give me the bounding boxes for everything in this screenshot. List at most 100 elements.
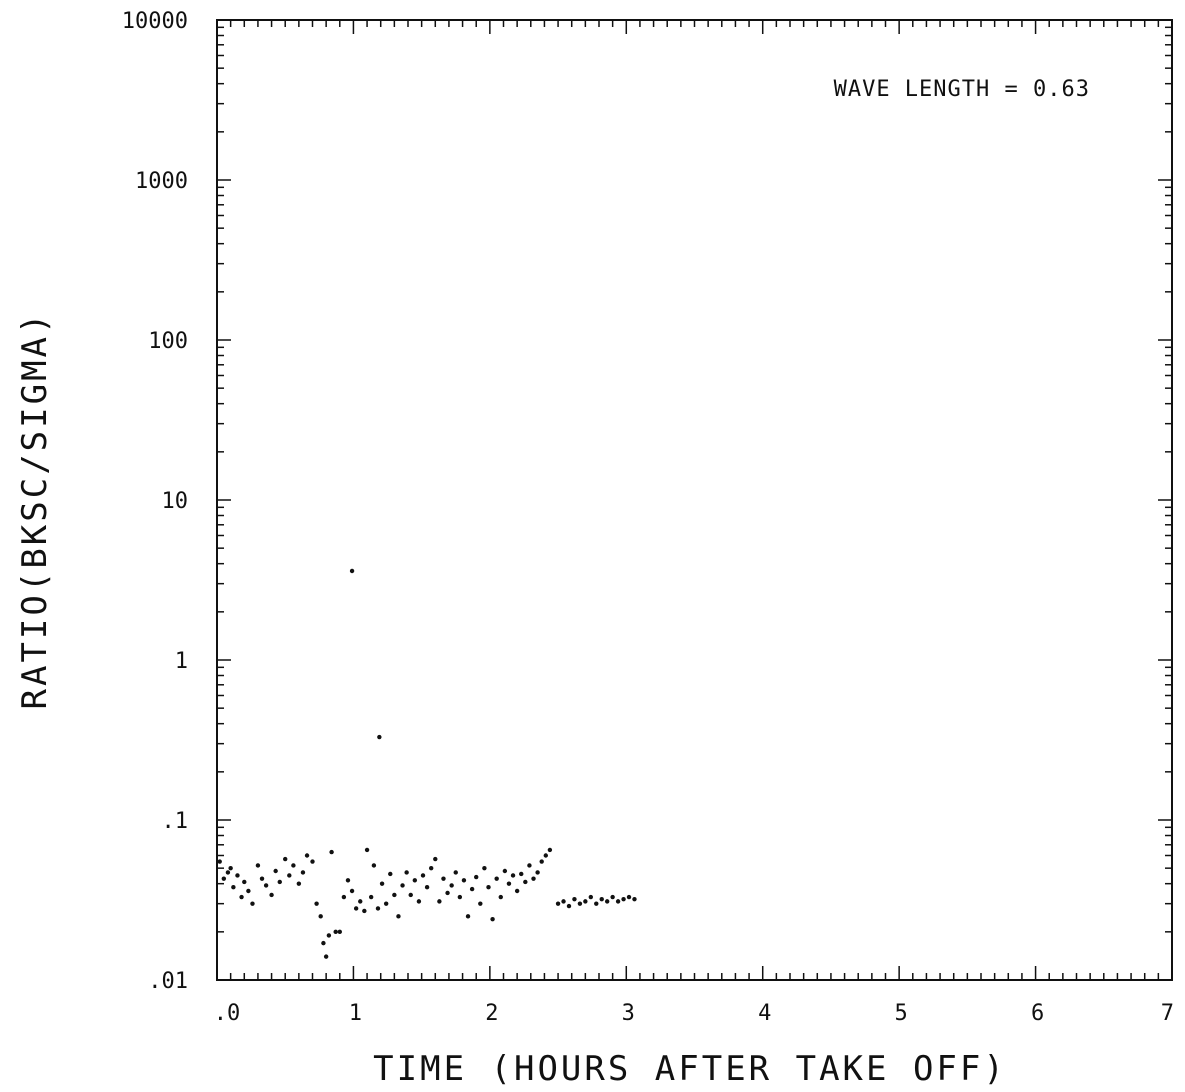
- data-point: [433, 856, 438, 862]
- data-point: [228, 865, 233, 871]
- data-point: [296, 881, 302, 886]
- data-point: [362, 908, 367, 914]
- data-point: [291, 863, 296, 868]
- data-point: [221, 876, 227, 881]
- data-point: [239, 894, 244, 900]
- data-point: [610, 894, 615, 900]
- data-point: [321, 940, 326, 946]
- data-point: [408, 892, 413, 898]
- data-point: [535, 870, 540, 875]
- data-point: [604, 899, 610, 904]
- data-point: [510, 873, 516, 878]
- data-point: [353, 906, 359, 911]
- data-point: [314, 901, 319, 906]
- plot-frame: [216, 19, 1173, 981]
- data-point: [349, 888, 355, 894]
- data-point: [474, 874, 479, 880]
- data-point: [486, 885, 491, 890]
- data-point: [577, 901, 583, 906]
- data-point: [345, 878, 351, 883]
- x-axis-ticks: [216, 20, 1173, 980]
- data-point: [375, 906, 381, 911]
- data-point: [478, 901, 483, 906]
- data-point: [283, 856, 288, 862]
- data-point: [561, 899, 566, 904]
- data-point: [242, 879, 247, 885]
- data-point: [259, 876, 265, 881]
- data-point: [531, 876, 536, 881]
- data-point: [392, 892, 397, 898]
- data-point: [506, 881, 512, 886]
- data-point: [329, 849, 334, 855]
- x-tick-label: .0: [214, 1001, 241, 1026]
- data-point: [337, 929, 342, 935]
- data-point: [217, 859, 222, 864]
- data-point: [400, 883, 405, 888]
- data-point: [547, 847, 553, 853]
- x-tick-label: 3: [622, 1001, 635, 1026]
- data-point: [304, 853, 310, 858]
- data-point: [277, 879, 282, 885]
- data-point: [364, 847, 370, 853]
- data-point: [310, 859, 315, 864]
- data-point: [225, 870, 231, 875]
- data-point: [437, 899, 442, 904]
- data-point: [377, 734, 382, 740]
- data-point: [566, 903, 572, 909]
- data-point: [269, 892, 274, 898]
- data-point: [599, 896, 604, 902]
- data-point: [465, 914, 471, 919]
- x-tick-label: 7: [1161, 1001, 1174, 1026]
- x-axis-label: TIME (HOURS AFTER TAKE OFF): [373, 1049, 1007, 1089]
- y-tick-label: .1: [162, 809, 189, 834]
- data-point: [428, 865, 434, 871]
- data-point: [379, 881, 385, 886]
- data-point: [502, 868, 508, 874]
- data-point: [250, 901, 255, 906]
- data-point: [445, 890, 450, 896]
- data-point: [555, 901, 561, 906]
- data-point: [273, 868, 278, 874]
- y-tick-label: 10: [162, 489, 189, 514]
- data-point: [453, 870, 458, 875]
- x-tick-label: 6: [1031, 1001, 1044, 1026]
- data-point: [326, 933, 332, 938]
- data-point: [368, 894, 374, 900]
- data-point: [396, 914, 401, 919]
- data-point: [527, 863, 532, 868]
- data-point: [371, 863, 377, 868]
- y-axis-tick-labels: .01 .1 1 10 100 1000 10000: [122, 9, 188, 994]
- wave-length-annotation: WAVE LENGTH = 0.63: [834, 77, 1090, 102]
- data-point: [461, 878, 467, 883]
- data-point: [383, 901, 389, 906]
- data-point: [457, 894, 463, 900]
- data-point: [490, 916, 495, 922]
- data-point: [588, 894, 594, 900]
- data-point: [341, 894, 347, 900]
- data-point: [498, 894, 503, 900]
- scatter-points: [217, 568, 637, 959]
- data-point: [255, 863, 261, 868]
- data-point: [594, 901, 599, 906]
- data-point: [416, 899, 422, 904]
- data-point: [318, 914, 323, 919]
- x-axis-tick-labels: .0 1 2 3 4 5 6 7: [214, 1001, 1174, 1026]
- data-point: [349, 568, 355, 574]
- data-point: [263, 883, 269, 888]
- x-tick-label: 4: [758, 1001, 771, 1026]
- data-point: [300, 870, 306, 875]
- data-point: [539, 859, 544, 864]
- y-tick-label: 10000: [122, 9, 188, 34]
- data-point: [231, 885, 236, 890]
- y-tick-label: .01: [148, 969, 188, 994]
- data-point: [572, 896, 577, 902]
- data-point: [287, 873, 292, 878]
- y-axis-label: RATIO(BKSC/SIGMA): [15, 311, 55, 710]
- data-point: [246, 888, 251, 894]
- data-point: [543, 853, 548, 858]
- data-point: [494, 876, 499, 881]
- y-tick-label: 100: [148, 329, 188, 354]
- data-point: [632, 896, 637, 902]
- x-tick-label: 5: [895, 1001, 908, 1026]
- data-point: [388, 871, 393, 877]
